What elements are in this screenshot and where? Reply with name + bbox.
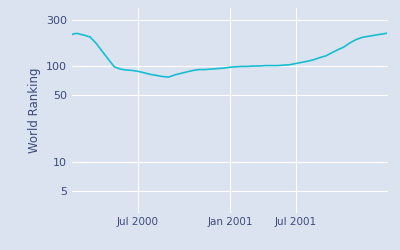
Y-axis label: World Ranking: World Ranking xyxy=(28,67,40,153)
